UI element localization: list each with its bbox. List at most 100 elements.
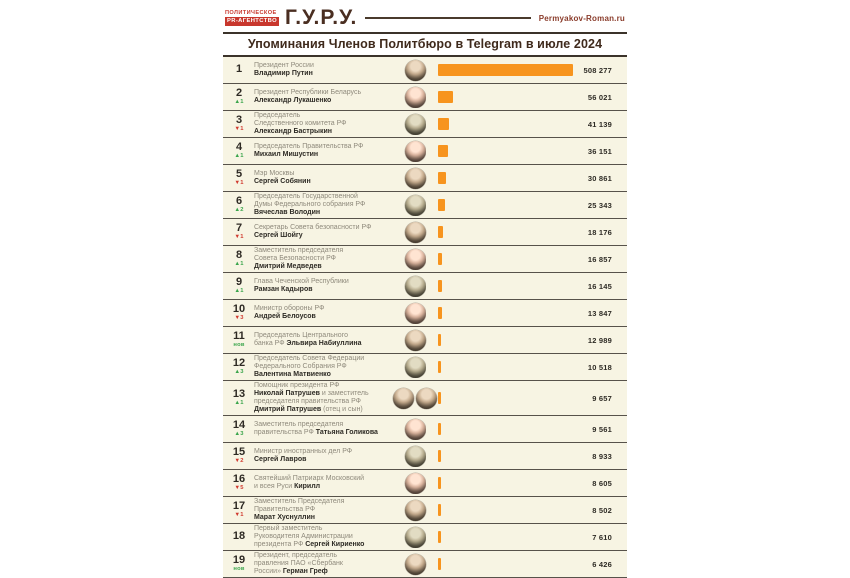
table-row: 11 нов Председатель Центрального банка РФ… <box>223 327 627 354</box>
person-info: Первый заместитель Руководителя Администр… <box>251 525 392 549</box>
rank-cell: 1 <box>227 64 251 76</box>
mention-bar <box>438 226 443 238</box>
rank-number: 8 <box>235 249 243 262</box>
table-row: 4 ▲1 Председатель Правительства РФ Михаил… <box>223 138 627 165</box>
table-row: 6 ▲2 Председатель Государственной Думы Фе… <box>223 192 627 219</box>
person-photo <box>404 59 426 81</box>
rank-cell: 15 ▼2 <box>227 447 251 465</box>
info-line: Следственного комитета РФ <box>254 120 392 128</box>
table-row: 7 ▼1 Секретарь Совета безопасности РФ Сер… <box>223 219 627 246</box>
person-info: Министр иностранных дел РФ Сергей Лавров <box>251 448 392 464</box>
rank-number: 2 <box>235 87 243 100</box>
mention-bar <box>438 307 442 319</box>
info-line: Министр иностранных дел РФ <box>254 448 392 456</box>
person-info: Президент России Владимир Путин <box>251 62 392 78</box>
person-name: Михаил Мишустин <box>254 151 319 158</box>
info-line: Первый заместитель <box>254 525 392 533</box>
rank-cell: 12 ▲3 <box>227 358 251 376</box>
photo-cell <box>392 86 438 108</box>
position-title: Президент России <box>254 62 314 69</box>
photo-cell <box>392 445 438 467</box>
info-line: Заместитель председателя <box>254 247 392 255</box>
rank-cell: 13 ▲1 <box>227 389 251 407</box>
rank-cell: 17 ▼1 <box>227 501 251 519</box>
position-title: банка РФ <box>254 340 287 347</box>
mention-bar <box>438 172 446 184</box>
rank-change-indicator: ▼1 <box>234 126 244 133</box>
rank-cell: 4 ▲1 <box>227 142 251 160</box>
position-title: Федерального Собрания РФ <box>254 363 347 370</box>
mention-count: 13 847 <box>587 308 612 318</box>
position-title: России» <box>254 568 283 575</box>
rank-change-indicator: ▲1 <box>234 153 244 160</box>
person-name: Эльвира Набиуллина <box>286 340 362 347</box>
rank-change-indicator: ▼1 <box>234 234 244 241</box>
mention-count: 508 277 <box>583 65 612 75</box>
info-line: Президент Республики Беларусь <box>254 89 392 97</box>
rank-number: 7 <box>235 222 243 235</box>
person-info: Президент, председатель правления ПАО «Сб… <box>251 552 392 576</box>
bar-cell <box>438 423 574 435</box>
rank-cell: 2 ▲1 <box>227 88 251 106</box>
bar-cell <box>438 226 574 238</box>
info-line: Владимир Путин <box>254 70 392 78</box>
photo-cell <box>392 499 438 521</box>
info-line: банка РФ Эльвира Набиуллина <box>254 340 392 348</box>
rank-cell: 11 нов <box>227 331 251 349</box>
rank-change-indicator: нов <box>233 342 245 349</box>
person-name: Александр Лукашенко <box>254 97 332 104</box>
position-title: Первый заместитель <box>254 525 323 532</box>
person-info: Заместитель председателя правительства РФ… <box>251 421 392 437</box>
rank-cell: 10 ▼3 <box>227 304 251 322</box>
rank-cell: 8 ▲1 <box>227 250 251 268</box>
mention-count: 18 176 <box>587 227 612 237</box>
position-title: Министр иностранных дел РФ <box>254 448 353 455</box>
rank-cell: 14 ▲3 <box>227 420 251 438</box>
info-line: председателя правительства РФ <box>254 398 392 406</box>
person-photo <box>404 526 426 548</box>
photo-cell <box>392 418 438 440</box>
info-line: Глава Чеченской Республики <box>254 278 392 286</box>
table-row: 3 ▼1 Председатель Следственного комитета … <box>223 111 627 138</box>
photo-cell <box>392 140 438 162</box>
rank-number: 6 <box>235 195 243 208</box>
info-line: Рамзан Кадыров <box>254 286 392 294</box>
info-line: Михаил Мишустин <box>254 151 392 159</box>
title-rule <box>223 55 627 57</box>
person-photo <box>404 418 426 440</box>
position-title: правления ПАО «Сбербанк <box>254 560 343 567</box>
position-title: Помощник президента РФ <box>254 382 340 389</box>
photo-cell <box>392 526 438 548</box>
mention-count: 36 151 <box>587 146 612 156</box>
info-line: Председатель Центрального <box>254 332 392 340</box>
person-info: Председатель Центрального банка РФ Эльвир… <box>251 332 392 348</box>
rank-change-indicator: ▲3 <box>234 369 244 376</box>
table-row: 5 ▼1 Мэр Москвы Сергей Собянин 30 861 <box>223 165 627 192</box>
rank-number: 4 <box>235 141 243 154</box>
person-photo <box>393 387 414 409</box>
position-title: Совета Безопасности РФ <box>254 255 336 262</box>
person-photo <box>404 472 426 494</box>
person-name: Сергей Лавров <box>254 456 307 463</box>
person-photo <box>404 140 426 162</box>
table-row: 15 ▼2 Министр иностранных дел РФ Сергей Л… <box>223 443 627 470</box>
person-photo <box>404 553 426 575</box>
info-line: Марат Хуснуллин <box>254 514 392 522</box>
rank-cell: 7 ▼1 <box>227 223 251 241</box>
mention-bar <box>438 450 441 462</box>
position-title: Думы Федерального собрания РФ <box>254 201 366 208</box>
bar-cell <box>438 253 574 265</box>
person-info: Глава Чеченской Республики Рамзан Кадыров <box>251 278 392 294</box>
person-info: Помощник президента РФ Николай Патрушев и… <box>251 382 392 414</box>
rank-change-indicator: ▼1 <box>234 180 244 187</box>
info-line: Председатель <box>254 112 392 120</box>
info-line: Святейший Патриарх Московский <box>254 475 392 483</box>
person-name: Дмитрий Патрушев <box>254 406 322 413</box>
info-line: президента РФ Сергей Кириенко <box>254 541 392 549</box>
rank-number: 17 <box>232 500 246 513</box>
rank-change-indicator: ▲1 <box>234 261 244 268</box>
mention-bar <box>438 145 448 157</box>
infographic: ПОЛИТИЧЕСКОЕ PR-АГЕНТСТВО Г.У.Р.У. Permy… <box>223 7 627 578</box>
bar-cell <box>438 145 574 157</box>
mention-bar <box>438 64 573 76</box>
